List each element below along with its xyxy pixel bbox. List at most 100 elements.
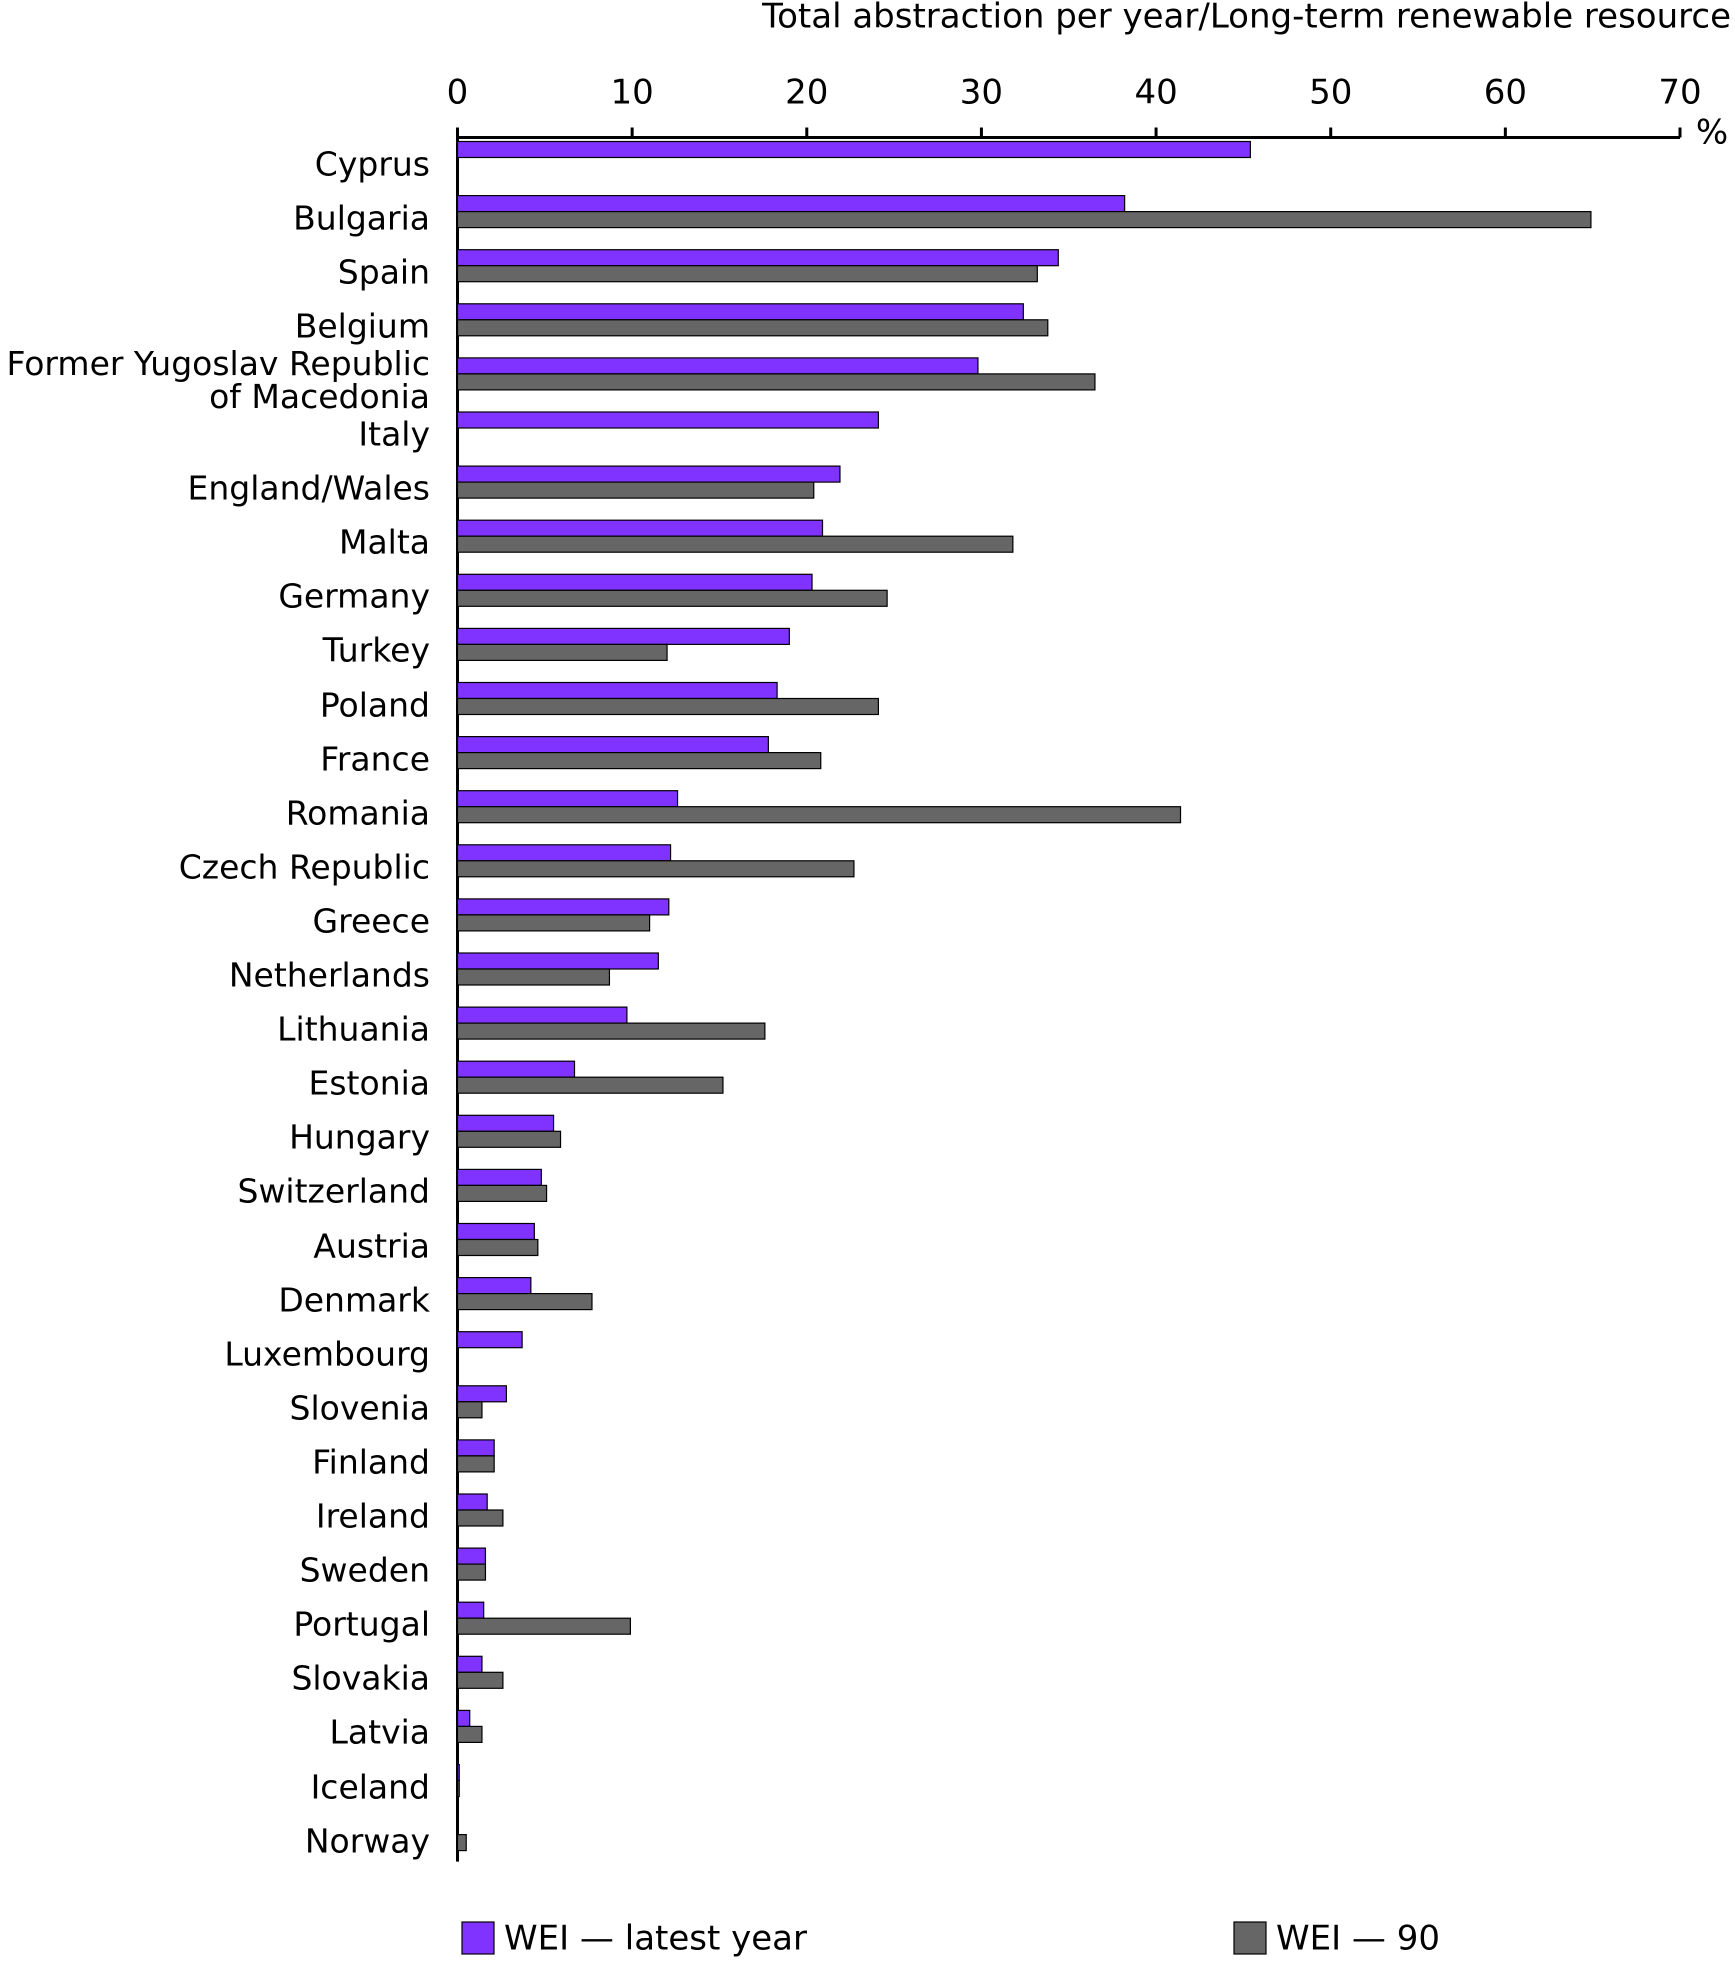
bar: [456, 1779, 460, 1798]
bar: [456, 1130, 562, 1148]
bar: [456, 1563, 487, 1581]
bar: [456, 1238, 539, 1257]
bar: [456, 898, 670, 916]
bar: [456, 573, 813, 591]
bar: [456, 844, 672, 862]
bar: [456, 249, 1059, 267]
bar: [456, 1292, 593, 1311]
y-tick-label: Cyprus: [314, 144, 430, 183]
bar: [456, 1493, 488, 1511]
bar: [456, 806, 1182, 824]
bar: [456, 1331, 523, 1349]
y-tick-label: Norway: [304, 1821, 430, 1861]
y-tick-label: England/Wales: [187, 468, 431, 508]
y-tick-label: Slovakia: [291, 1658, 430, 1698]
y-tick-label: Netherlands: [228, 955, 430, 995]
bar: [456, 1168, 542, 1187]
axis-title: Total abstraction per year/Long-term ren…: [761, 0, 1731, 37]
x-tick-label: 10: [611, 73, 654, 113]
bar: [456, 751, 822, 770]
x-tick-label: 70: [1658, 73, 1701, 113]
bar: [456, 303, 1024, 321]
legend-swatch: [1233, 1921, 1267, 1955]
bar: [456, 860, 855, 878]
y-tick-label: Slovenia: [289, 1388, 430, 1428]
x-tick-label: 50: [1309, 73, 1352, 113]
bar: [456, 643, 668, 662]
bar: [456, 465, 841, 483]
bar: [456, 140, 1251, 159]
y-tick-label: Finland: [312, 1442, 430, 1482]
y-tick-label: Portugal: [293, 1604, 430, 1644]
bar: [456, 319, 1049, 337]
bar: [456, 1184, 548, 1203]
y-tick-label: France: [320, 739, 430, 779]
y-tick-label: Belgium: [294, 306, 430, 346]
bar: [456, 265, 1038, 283]
bar: [456, 211, 1592, 229]
y-tick-label: Austria: [313, 1226, 430, 1265]
legend-label: WEI — 90: [1276, 1919, 1440, 1959]
bar: [456, 1617, 631, 1635]
bar: [456, 1439, 495, 1457]
y-tick-label: Malta: [338, 522, 430, 562]
y-tick-label: Romania: [285, 793, 430, 833]
bar: [456, 968, 611, 986]
bar: [456, 1655, 483, 1673]
bar: [456, 1601, 485, 1619]
bar: [456, 697, 879, 716]
y-tick-label: Poland: [319, 685, 430, 724]
y-tick-label: Turkey: [322, 630, 430, 670]
y-tick-label: Estonia: [308, 1063, 430, 1103]
x-tick-label: 40: [1134, 73, 1177, 113]
bar: [456, 1076, 724, 1094]
y-tick-label: Sweden: [299, 1550, 430, 1590]
x-tick-label: 60: [1484, 73, 1527, 113]
bar: [456, 681, 778, 700]
bar: [456, 735, 769, 754]
y-tick-label: Denmark: [278, 1280, 430, 1320]
y-tick-label: Switzerland: [237, 1171, 431, 1211]
bar: [456, 357, 979, 375]
y-tick-label: Spain: [337, 252, 430, 292]
x-tick-label: 0: [447, 73, 469, 113]
bar: [456, 195, 1126, 213]
bar: [456, 1709, 471, 1728]
bar: [456, 589, 888, 607]
x-tick-label: 20: [785, 73, 828, 113]
legend-label: WEI — latest year: [504, 1919, 807, 1959]
bar: [456, 519, 824, 537]
bar: [456, 1385, 508, 1403]
y-tick-label: Former Yugoslav Republic of Macedonia: [6, 343, 430, 416]
bar: [456, 790, 679, 808]
bar: [456, 1222, 535, 1241]
bar: [456, 535, 1014, 553]
bar: [456, 627, 790, 646]
bar: [456, 1763, 460, 1782]
bar: [456, 1006, 628, 1024]
bar: [456, 914, 651, 932]
y-tick-label: Hungary: [289, 1117, 430, 1157]
y-tick-label: Italy: [358, 414, 430, 454]
bar: [456, 1022, 766, 1040]
bar: [456, 1509, 504, 1527]
bar: [456, 481, 815, 499]
y-tick-label: Czech Republic: [178, 847, 430, 887]
y-tick-label: Iceland: [310, 1767, 430, 1806]
legend-swatch: [461, 1921, 495, 1955]
y-tick-label: Luxembourg: [224, 1334, 430, 1374]
bar: [456, 1276, 532, 1295]
bar: [456, 1114, 555, 1132]
y-tick-label: Ireland: [315, 1496, 430, 1536]
bar: [456, 1547, 487, 1565]
bar: [456, 411, 879, 429]
y-tick-label: Latvia: [329, 1712, 430, 1752]
bar: [456, 1455, 495, 1473]
bar: [456, 952, 659, 970]
x-tick-label: 30: [960, 73, 1003, 113]
y-tick-label: Lithuania: [277, 1009, 430, 1049]
bar: [456, 1060, 576, 1078]
bar: [456, 1725, 483, 1744]
